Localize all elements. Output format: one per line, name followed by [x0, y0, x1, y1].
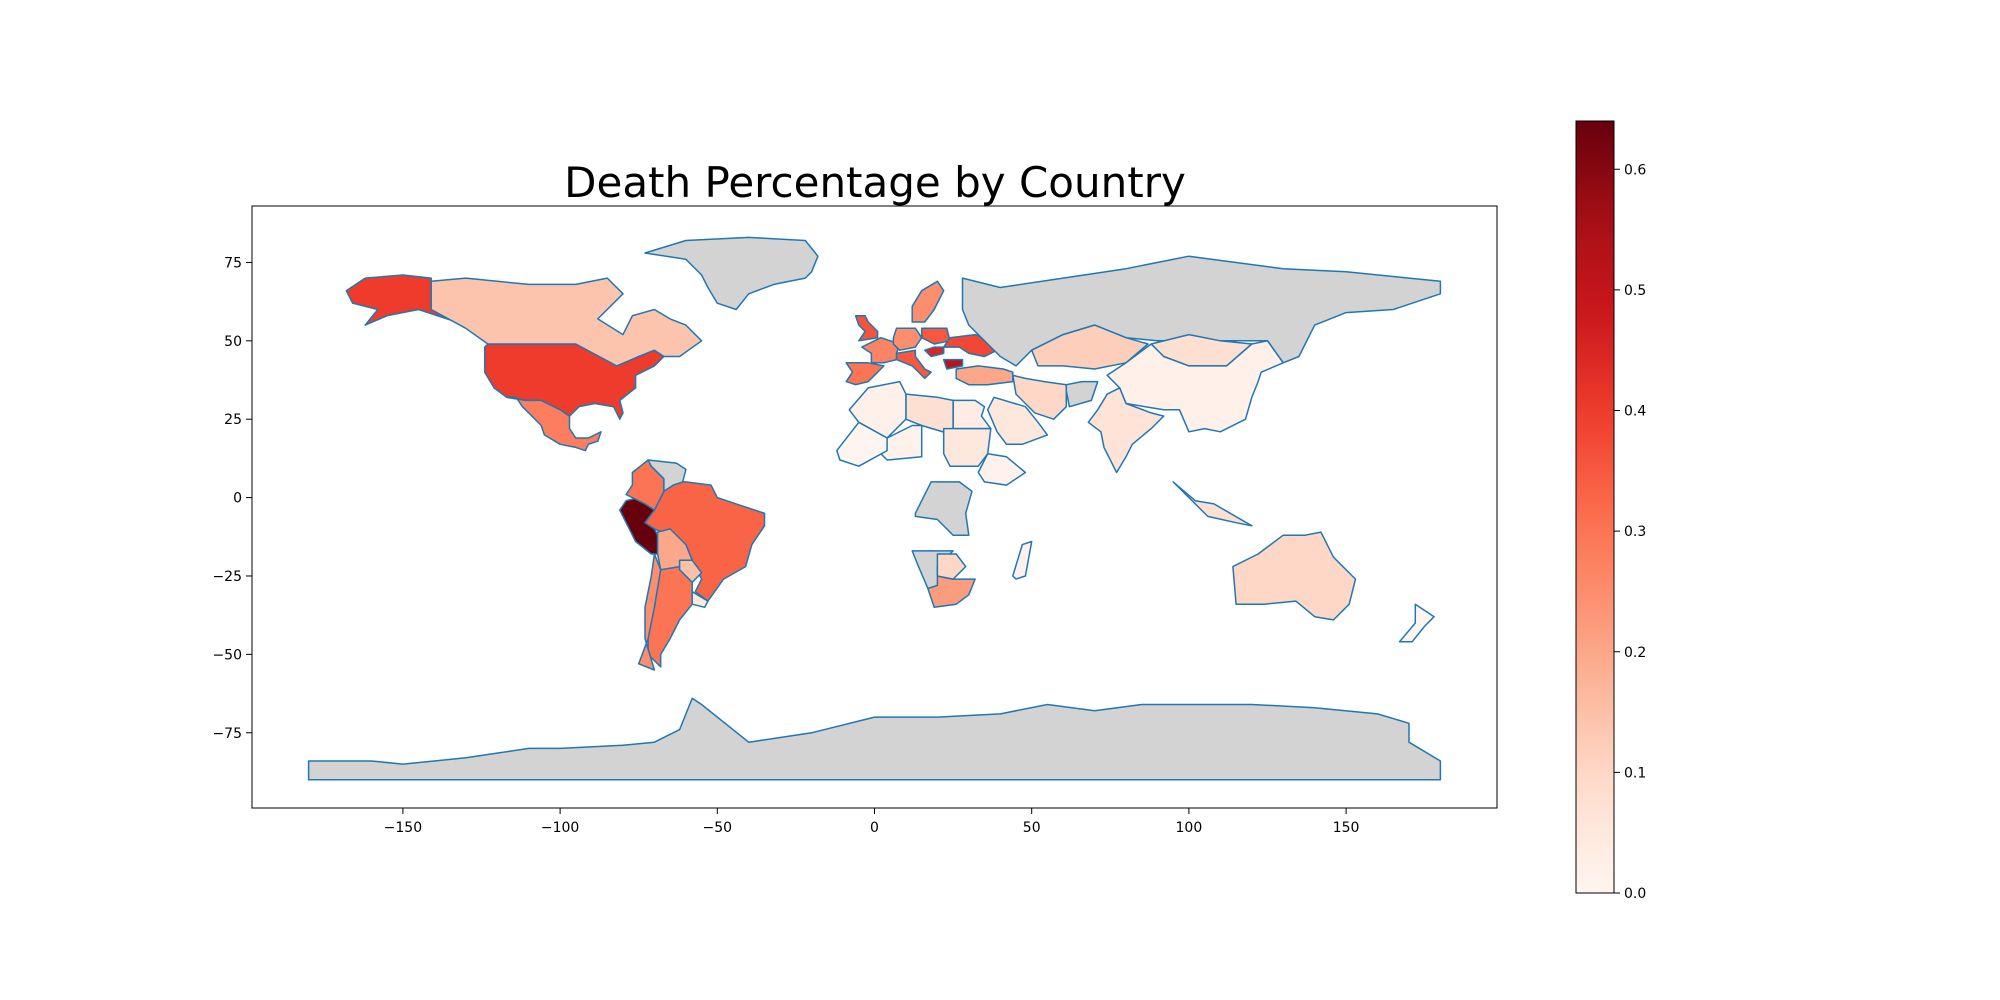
chart-title: Death Percentage by Country — [564, 158, 1186, 207]
country-madagascar — [1012, 540, 1033, 580]
map-plot-area: −150 −100 −50 0 50 100 150 −75 −50 −25 0 25 50 75 — [212, 205, 1498, 836]
x-tick-label: 50 — [1023, 820, 1041, 836]
y-tick-label: −50 — [212, 647, 242, 663]
x-tick-label: 0 — [870, 820, 879, 836]
country-dr-congo — [914, 481, 973, 536]
colorbar-tick-label: 0.1 — [1624, 765, 1646, 781]
country-china — [1106, 340, 1284, 433]
country-united-kingdom — [854, 314, 879, 342]
country-new-zealand — [1398, 603, 1435, 643]
colorbar-tick-label: 0.3 — [1624, 524, 1646, 540]
country-afghanistan — [1065, 380, 1099, 408]
country-indonesia — [1172, 481, 1253, 527]
country-uruguay — [691, 590, 709, 609]
x-tick-label: −150 — [384, 820, 422, 836]
country-algeria — [848, 380, 907, 439]
country-mali — [836, 421, 888, 467]
country-canada — [430, 277, 703, 367]
country-turkey — [955, 365, 1014, 386]
y-tick-label: −75 — [212, 726, 242, 742]
country-greenland — [644, 236, 819, 311]
country-iran — [1012, 374, 1068, 420]
country-russia — [961, 255, 1442, 367]
x-tick-label: −50 — [703, 820, 733, 836]
country-italy — [895, 349, 932, 380]
country-sweden — [911, 280, 945, 323]
country-australia — [1232, 531, 1357, 621]
y-tick-label: 0 — [233, 491, 242, 507]
country-botswana — [936, 553, 967, 580]
x-axis: −150 −100 −50 0 50 100 150 — [384, 808, 1360, 836]
y-tick-label: −25 — [212, 569, 242, 585]
country-kazakhstan — [1030, 324, 1149, 370]
colorbar-tick-label: 0.2 — [1624, 645, 1646, 661]
country-mexico — [505, 396, 602, 452]
country-ethiopia — [977, 452, 1027, 486]
country-sudan — [942, 427, 992, 467]
country-poland — [920, 327, 951, 345]
country-india — [1087, 387, 1165, 474]
y-axis: −75 −50 −25 0 25 50 75 — [212, 255, 252, 742]
country-saudi-arabia — [986, 396, 1049, 446]
country-germany — [892, 327, 923, 351]
x-tick-label: 150 — [1333, 820, 1360, 836]
country-chile — [637, 553, 662, 671]
country-france — [861, 336, 901, 364]
country-hungary — [924, 346, 945, 358]
colorbar-tick-label: 0.4 — [1624, 404, 1646, 420]
x-tick-label: −100 — [541, 820, 579, 836]
country-antarctica — [307, 697, 1442, 781]
y-tick-label: 25 — [224, 412, 242, 428]
y-tick-label: 75 — [224, 255, 242, 271]
country-layer — [307, 236, 1442, 781]
y-tick-label: 50 — [224, 334, 242, 350]
colorbar-frame — [1575, 120, 1615, 894]
colorbar: 0.0 0.1 0.2 0.3 0.4 0.5 0.6 — [1575, 120, 1646, 902]
colorbar-tick-label: 0.0 — [1624, 886, 1646, 902]
country-venezuela — [647, 459, 687, 493]
country-paraguay — [678, 559, 703, 584]
x-tick-label: 100 — [1176, 820, 1203, 836]
colorbar-tick-label: 0.6 — [1624, 162, 1646, 178]
country-bulgaria — [942, 358, 964, 370]
country-spain — [845, 362, 885, 386]
colorbar-ticks: 0.0 0.1 0.2 0.3 0.4 0.5 0.6 — [1614, 162, 1646, 902]
colorbar-gradient — [1576, 121, 1614, 893]
colorbar-tick-label: 0.5 — [1624, 283, 1646, 299]
